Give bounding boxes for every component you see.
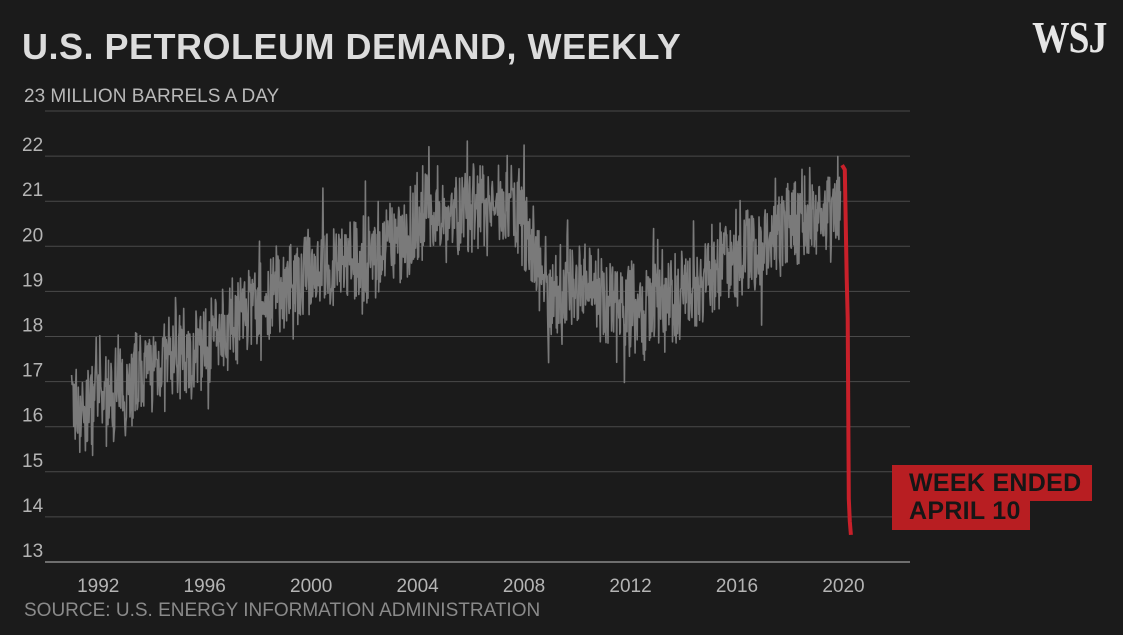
y-tick-label: 19 bbox=[22, 270, 43, 291]
source-note: SOURCE: U.S. ENERGY INFORMATION ADMINIST… bbox=[24, 600, 541, 621]
y-tick-label: 17 bbox=[22, 361, 43, 382]
callout-line-2: APRIL 10 bbox=[909, 497, 1021, 525]
unit-label: 23 MILLION BARRELS A DAY bbox=[24, 86, 280, 107]
y-tick-label: 20 bbox=[22, 225, 43, 246]
y-tick-label: 13 bbox=[22, 541, 43, 562]
callout-background-bottom bbox=[892, 501, 1030, 530]
y-tick-label: 16 bbox=[22, 406, 43, 427]
series-line-drop bbox=[840, 164, 853, 536]
recent-drop-series bbox=[840, 164, 853, 536]
x-axis-ticks: 1992 1996 2000 2004 2008 2012 2016 2020 bbox=[77, 576, 865, 597]
x-tick-label: 2004 bbox=[396, 576, 439, 597]
callout-background-top bbox=[892, 465, 1092, 501]
y-axis-ticks: 13 14 15 16 17 18 19 20 21 22 bbox=[22, 135, 44, 562]
weekly-demand-series bbox=[70, 140, 842, 457]
x-tick-label: 2016 bbox=[716, 576, 758, 597]
x-tick-label: 2008 bbox=[503, 576, 545, 597]
y-tick-label: 22 bbox=[22, 135, 43, 156]
x-tick-label: 1996 bbox=[184, 576, 226, 597]
wsj-logo: WSJ bbox=[1031, 13, 1107, 62]
annotation-callout: WEEK ENDED APRIL 10 bbox=[892, 465, 1092, 530]
series-line-weekly bbox=[70, 140, 842, 457]
x-tick-label: 2000 bbox=[290, 576, 332, 597]
y-tick-label: 15 bbox=[22, 451, 43, 472]
callout-line-1: WEEK ENDED bbox=[909, 469, 1082, 497]
x-tick-label: 2012 bbox=[609, 576, 651, 597]
y-tick-label: 21 bbox=[22, 180, 43, 201]
callout-text: WEEK ENDED APRIL 10 bbox=[909, 469, 1081, 525]
y-tick-label: 14 bbox=[22, 496, 44, 517]
y-tick-label: 18 bbox=[22, 316, 43, 337]
x-tick-label: 1992 bbox=[77, 576, 119, 597]
chart-title: U.S. PETROLEUM DEMAND, WEEKLY bbox=[22, 26, 682, 67]
x-tick-label: 2020 bbox=[822, 576, 864, 597]
